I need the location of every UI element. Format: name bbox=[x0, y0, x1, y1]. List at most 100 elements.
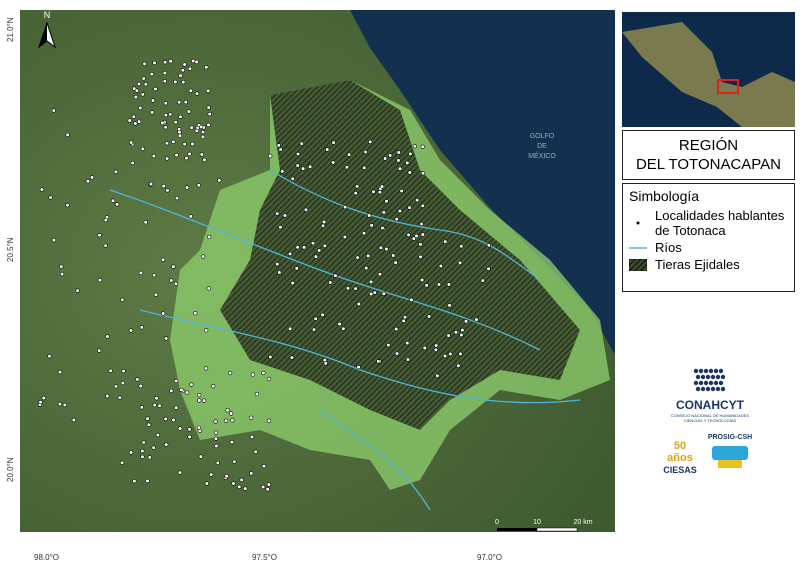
locality bbox=[353, 191, 358, 196]
locality bbox=[174, 405, 179, 410]
scale-label: 10 bbox=[533, 519, 541, 526]
locality bbox=[249, 415, 254, 420]
locality bbox=[135, 377, 140, 382]
locality bbox=[113, 384, 119, 389]
locality bbox=[460, 328, 465, 333]
locality bbox=[225, 408, 230, 413]
locality bbox=[204, 65, 209, 70]
locality bbox=[110, 198, 116, 203]
locality bbox=[266, 418, 272, 423]
emblem-dot bbox=[695, 374, 701, 380]
locality bbox=[265, 487, 270, 492]
locality bbox=[308, 164, 313, 169]
emblem-dot bbox=[693, 380, 699, 386]
locality bbox=[97, 233, 102, 238]
locality bbox=[377, 189, 382, 195]
legend-label: Localidades hablantes de Totonaca bbox=[655, 208, 785, 238]
locality bbox=[165, 188, 170, 193]
locality bbox=[177, 133, 183, 138]
locality bbox=[174, 153, 179, 158]
locality bbox=[199, 152, 204, 157]
locality bbox=[379, 184, 385, 189]
emblem-dot bbox=[700, 386, 706, 392]
emblem-dot bbox=[708, 368, 714, 374]
locality bbox=[152, 402, 157, 408]
locality bbox=[65, 132, 70, 138]
locality bbox=[418, 242, 423, 247]
localities bbox=[37, 58, 491, 492]
locality bbox=[377, 272, 383, 277]
ciesas-logo: CIESAS bbox=[663, 465, 697, 475]
locality bbox=[419, 221, 424, 227]
locality bbox=[266, 482, 271, 487]
locality bbox=[168, 112, 173, 117]
locality bbox=[394, 326, 399, 332]
emblem-dot bbox=[715, 386, 721, 392]
locality bbox=[71, 417, 76, 423]
locality bbox=[206, 88, 211, 93]
locality bbox=[198, 454, 203, 459]
locality bbox=[171, 139, 176, 144]
locality bbox=[141, 76, 146, 81]
locality bbox=[420, 203, 425, 208]
locality bbox=[131, 114, 136, 119]
locality bbox=[275, 211, 280, 216]
emblem-dot bbox=[720, 374, 726, 380]
locality bbox=[486, 243, 491, 248]
emblem-dot bbox=[703, 368, 709, 374]
locality bbox=[231, 481, 236, 486]
locality bbox=[140, 146, 145, 152]
emblem-dot bbox=[720, 386, 726, 392]
locality bbox=[127, 118, 132, 123]
locality bbox=[139, 405, 144, 410]
emblem-dot bbox=[705, 374, 711, 380]
locality bbox=[206, 122, 211, 127]
locality bbox=[177, 426, 183, 431]
north-label: N bbox=[44, 10, 51, 20]
north-arrow: N bbox=[38, 10, 56, 49]
locality bbox=[393, 260, 398, 265]
locality bbox=[200, 129, 206, 135]
locality bbox=[47, 354, 52, 359]
locality bbox=[313, 316, 318, 321]
river bbox=[109, 189, 541, 351]
locality bbox=[364, 265, 369, 271]
locality bbox=[197, 398, 202, 403]
locality bbox=[321, 219, 327, 225]
inset-map bbox=[622, 12, 795, 127]
locality bbox=[369, 291, 374, 297]
locality bbox=[140, 448, 145, 454]
locality bbox=[384, 199, 389, 204]
locality bbox=[325, 147, 330, 152]
prosig-logo: PROSIG-CSH bbox=[707, 434, 753, 441]
locality bbox=[458, 351, 463, 356]
locality bbox=[401, 318, 406, 324]
locality bbox=[223, 418, 229, 423]
locality bbox=[196, 183, 201, 188]
locality bbox=[128, 328, 133, 333]
locality bbox=[117, 395, 122, 400]
locality bbox=[140, 92, 145, 97]
locality bbox=[344, 165, 350, 170]
locality bbox=[294, 266, 299, 271]
locality bbox=[415, 198, 420, 203]
locality bbox=[456, 363, 461, 368]
locality bbox=[203, 366, 209, 371]
locality bbox=[160, 120, 165, 125]
emblem-dot bbox=[710, 374, 716, 380]
locality bbox=[250, 372, 255, 377]
title-line: DEL TOTONACAPAN bbox=[635, 156, 782, 173]
emblem-dot bbox=[698, 380, 704, 386]
locality bbox=[186, 109, 191, 114]
locality bbox=[295, 245, 300, 250]
locality bbox=[60, 272, 65, 277]
locality bbox=[328, 280, 333, 285]
locality bbox=[249, 471, 254, 476]
locality bbox=[276, 143, 281, 148]
locality bbox=[405, 160, 410, 165]
locality bbox=[161, 311, 166, 316]
locality bbox=[391, 253, 396, 258]
locality bbox=[343, 205, 348, 210]
locality bbox=[394, 217, 399, 222]
locality bbox=[155, 432, 160, 438]
